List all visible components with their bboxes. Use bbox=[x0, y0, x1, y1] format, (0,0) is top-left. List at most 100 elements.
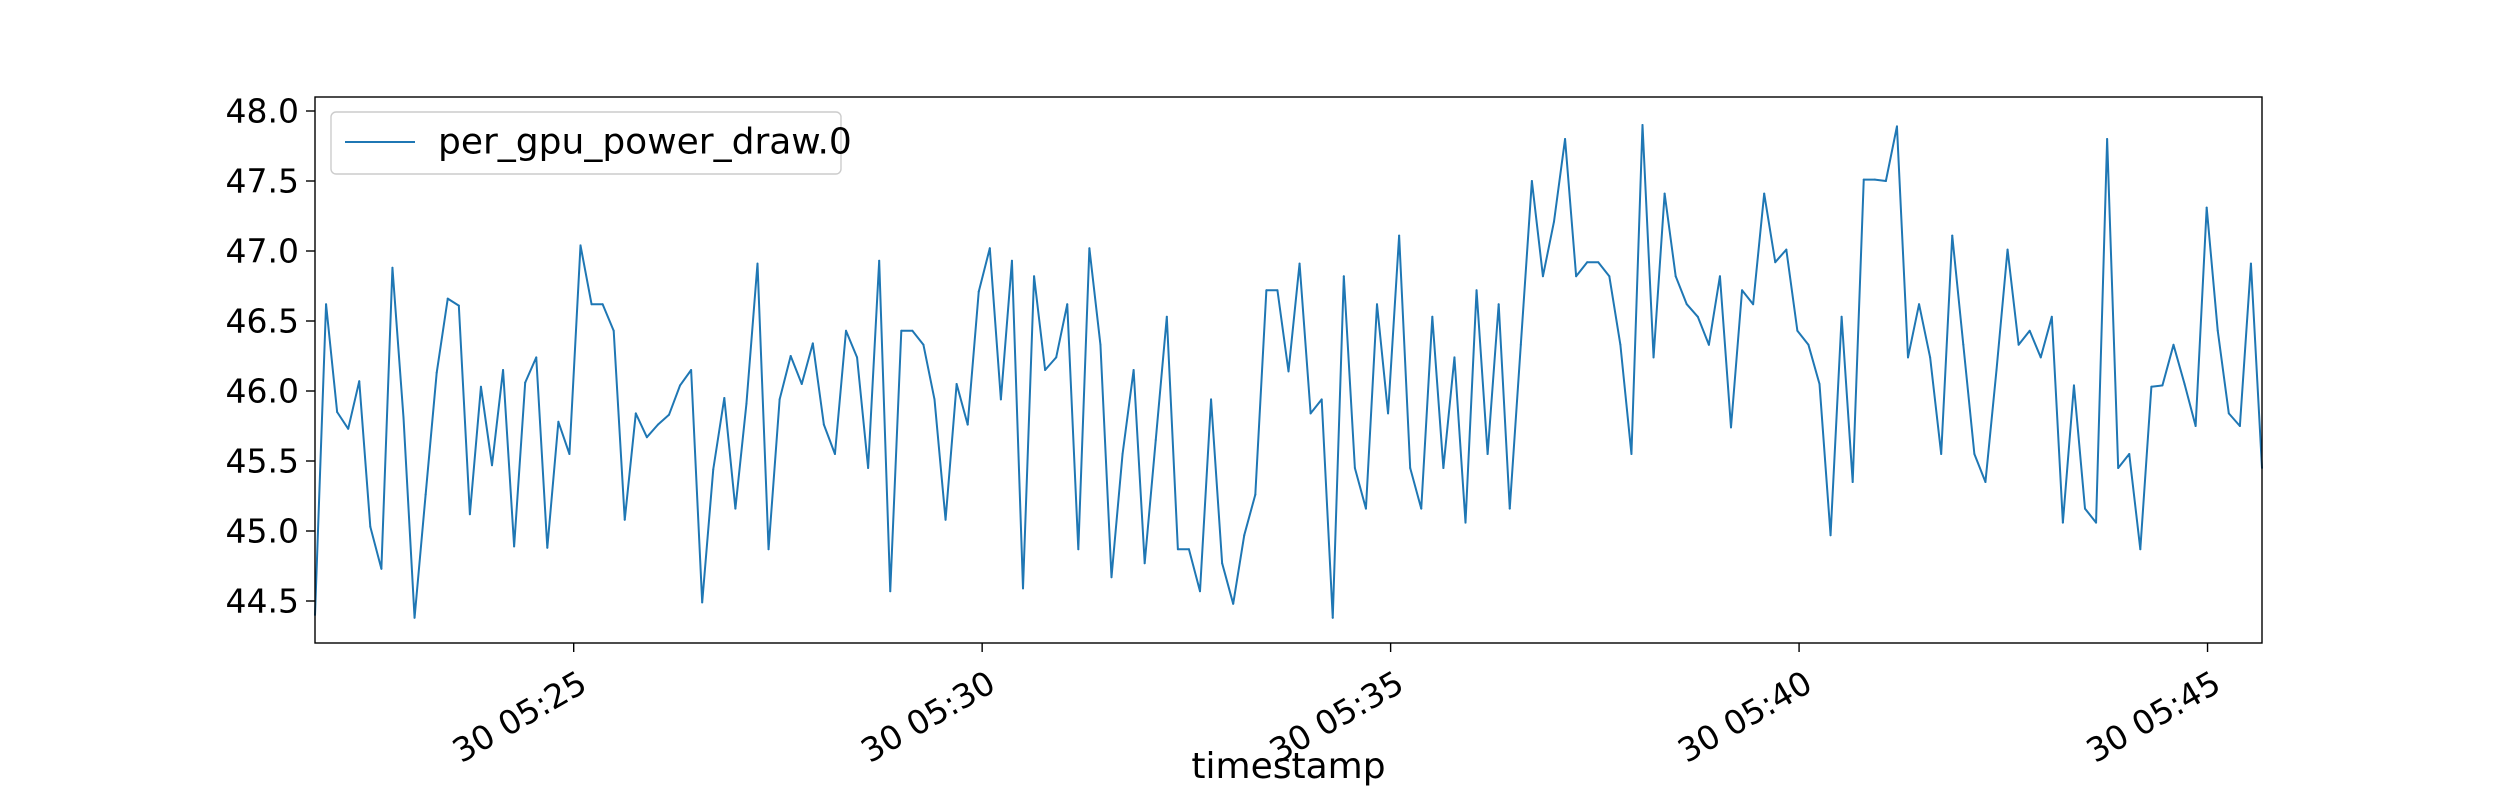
data-point bbox=[336, 411, 339, 413]
data-point bbox=[1884, 180, 1887, 182]
data-point bbox=[1752, 303, 1755, 306]
y-tick-label: 45.0 bbox=[226, 512, 299, 551]
data-point bbox=[878, 259, 881, 262]
data-point bbox=[1674, 275, 1677, 278]
data-point bbox=[623, 518, 626, 521]
data-point bbox=[1862, 178, 1865, 181]
data-point bbox=[502, 369, 505, 371]
data-point bbox=[1630, 453, 1633, 455]
data-point bbox=[1210, 398, 1213, 401]
data-point bbox=[767, 548, 770, 551]
data-point bbox=[2139, 548, 2142, 551]
data-point bbox=[601, 303, 604, 306]
data-point bbox=[1364, 507, 1367, 510]
data-point bbox=[944, 518, 947, 521]
data-point bbox=[1741, 289, 1744, 292]
data-point bbox=[1829, 534, 1832, 537]
data-point bbox=[2017, 343, 2020, 346]
data-point bbox=[1564, 138, 1567, 140]
data-point bbox=[1497, 303, 1500, 306]
data-point bbox=[524, 381, 527, 384]
data-point bbox=[1221, 562, 1224, 565]
data-point bbox=[557, 420, 560, 423]
data-point bbox=[1907, 356, 1909, 359]
data-point bbox=[845, 329, 847, 332]
x-tick-label: 30 05:25 bbox=[446, 663, 593, 771]
x-tick-label: 30 05:40 bbox=[1671, 663, 1818, 771]
data-point bbox=[1973, 453, 1976, 455]
data-point bbox=[1199, 590, 1201, 593]
data-point bbox=[1707, 343, 1710, 346]
data-point bbox=[468, 513, 471, 516]
data-point bbox=[1796, 329, 1799, 332]
data-point bbox=[1475, 289, 1478, 292]
data-point bbox=[1387, 412, 1390, 415]
data-point bbox=[1232, 602, 1235, 605]
data-point bbox=[1442, 467, 1445, 469]
data-point bbox=[1132, 369, 1135, 371]
data-point bbox=[1873, 178, 1876, 181]
data-point bbox=[690, 369, 693, 371]
data-point bbox=[1254, 493, 1257, 496]
data-point bbox=[701, 601, 704, 604]
data-point bbox=[645, 436, 648, 439]
data-point bbox=[1165, 315, 1168, 318]
data-point bbox=[1619, 343, 1622, 346]
data-point bbox=[391, 266, 394, 269]
data-point bbox=[446, 297, 449, 300]
data-point bbox=[1508, 507, 1511, 510]
y-tick-label: 47.0 bbox=[226, 232, 299, 271]
data-point bbox=[1807, 343, 1810, 346]
data-point bbox=[1154, 439, 1157, 441]
data-point bbox=[1099, 343, 1102, 346]
data-point bbox=[2117, 467, 2120, 469]
data-point bbox=[1342, 275, 1345, 278]
y-axis: 44.5 45.0 45.5 46.0 46.5 47.0 47.5 48.0 bbox=[226, 92, 315, 621]
y-tick-label: 46.5 bbox=[226, 302, 299, 341]
data-point bbox=[2194, 425, 2197, 427]
data-point bbox=[2183, 383, 2186, 385]
data-point bbox=[435, 371, 438, 374]
data-point bbox=[1718, 275, 1721, 278]
data-point bbox=[2095, 521, 2098, 524]
data-point bbox=[1940, 453, 1943, 455]
data-point bbox=[1453, 356, 1456, 359]
data-point bbox=[1409, 467, 1412, 469]
data-point bbox=[679, 384, 682, 387]
data-point bbox=[1398, 234, 1401, 237]
data-point bbox=[656, 423, 659, 426]
data-point bbox=[1376, 303, 1378, 306]
y-tick-label: 46.0 bbox=[226, 372, 299, 411]
data-point bbox=[1984, 481, 1987, 483]
data-point bbox=[634, 412, 637, 415]
data-point bbox=[833, 453, 836, 455]
data-point bbox=[856, 356, 859, 359]
data-point bbox=[2106, 138, 2109, 140]
data-point bbox=[2039, 356, 2042, 359]
data-point bbox=[369, 525, 372, 528]
data-point bbox=[402, 416, 405, 419]
data-point bbox=[1553, 220, 1555, 223]
plot-area bbox=[314, 124, 2263, 619]
data-point bbox=[568, 453, 571, 455]
data-point bbox=[922, 343, 925, 346]
data-point bbox=[1663, 192, 1666, 195]
data-point bbox=[822, 423, 825, 426]
data-point bbox=[1929, 356, 1932, 359]
data-point bbox=[723, 397, 726, 399]
data-point bbox=[1586, 261, 1589, 264]
data-point bbox=[1530, 180, 1533, 182]
data-point bbox=[2084, 507, 2086, 510]
data-point bbox=[2028, 329, 2031, 332]
data-point bbox=[955, 383, 958, 385]
data-point bbox=[2050, 315, 2053, 318]
data-point bbox=[612, 329, 615, 332]
data-point bbox=[2238, 425, 2241, 427]
data-point bbox=[2150, 385, 2153, 388]
data-point bbox=[2006, 248, 2009, 251]
y-tick-label: 47.5 bbox=[226, 162, 299, 201]
data-point bbox=[513, 545, 516, 548]
data-point bbox=[1652, 356, 1655, 359]
data-point bbox=[457, 304, 460, 307]
data-point bbox=[1486, 453, 1489, 455]
